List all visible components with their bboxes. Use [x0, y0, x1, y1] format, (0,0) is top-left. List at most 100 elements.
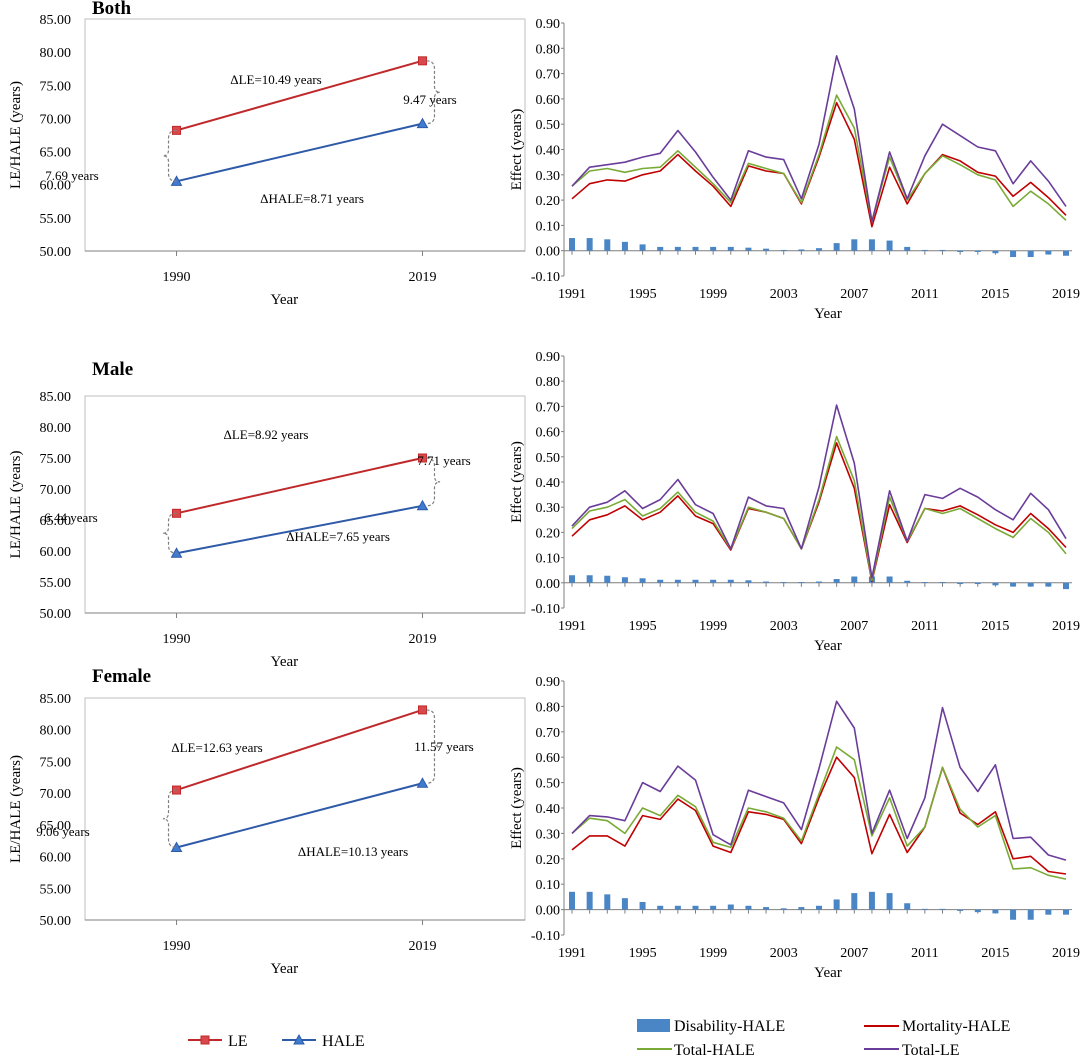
hale-marker — [416, 117, 429, 129]
hale-marker — [416, 777, 429, 788]
x-tick-label: 2019 — [1052, 287, 1080, 302]
disability-bar — [674, 579, 681, 583]
y-tick-label: 0.50 — [536, 118, 561, 133]
disability-bar — [745, 580, 752, 583]
y-tick-label: 0.80 — [536, 42, 561, 57]
disability-bar — [833, 899, 840, 910]
disability-bar — [904, 246, 911, 251]
y-tick-label: 70.00 — [40, 112, 72, 127]
le-marker — [417, 56, 427, 66]
le-legend-marker — [200, 1035, 210, 1045]
y-tick-label: 0.30 — [536, 169, 561, 184]
y-tick-label: 0.20 — [536, 526, 561, 541]
chart-title: Female — [92, 666, 151, 687]
disability-bar — [1045, 582, 1052, 587]
disability-bar — [957, 582, 964, 585]
disability-bar — [921, 908, 928, 910]
x-tick-label: 2003 — [770, 287, 798, 302]
disability-bar — [886, 240, 893, 251]
total-le-line — [571, 700, 1067, 861]
y-tick-label: 0.30 — [536, 501, 561, 516]
disability-bar — [604, 894, 611, 910]
x-tick-label: 1999 — [699, 287, 727, 302]
x-tick-label: 2011 — [911, 619, 938, 634]
y-tick-label: 0.40 — [536, 802, 561, 817]
disability-bar — [780, 908, 787, 910]
disability-bar — [851, 893, 858, 910]
x-tick-label: 2019 — [408, 270, 436, 285]
y-axis-label: Effect (years) — [509, 441, 525, 523]
x-tick-label: 1991 — [558, 619, 586, 634]
disability-bar — [868, 891, 875, 910]
disability-bar — [745, 905, 752, 910]
y-tick-label: 50.00 — [40, 607, 72, 622]
disability-bar — [586, 891, 593, 910]
disability-bar — [851, 239, 858, 251]
disability-bar — [692, 905, 699, 910]
y-tick-label: 80.00 — [40, 724, 72, 739]
disability-bar — [1063, 582, 1069, 590]
y-tick-label: 0.00 — [536, 577, 561, 592]
disability-bar — [710, 905, 717, 910]
hale-line — [176, 122, 423, 183]
disability-bar — [798, 249, 805, 251]
hale-marker — [416, 499, 429, 511]
disability-bar — [763, 581, 770, 583]
y-tick-label: 0.10 — [536, 878, 561, 893]
delta-le-label: ΔLE=10.49 years — [230, 72, 322, 87]
y-tick-label: 50.00 — [40, 245, 72, 260]
disability-bar — [639, 578, 646, 583]
disability-legend-label: Disability-HALE — [674, 1018, 785, 1035]
disability-bar — [710, 579, 717, 583]
y-tick-label: 0.90 — [536, 17, 561, 32]
x-axis-label: Year — [814, 306, 842, 322]
y-tick-label: 0.60 — [536, 751, 561, 766]
y-tick-label: 85.00 — [40, 390, 72, 405]
y-tick-label: 80.00 — [40, 46, 72, 61]
disability-bar — [692, 579, 699, 583]
disability-bar — [939, 249, 946, 251]
mortality-hale-line — [571, 442, 1067, 583]
y-tick-label: 0.60 — [536, 93, 561, 108]
hale-legend-label: HALE — [322, 1033, 365, 1050]
y-axis-label: LE/HALE (years) — [8, 81, 24, 189]
x-tick-label: 1990 — [163, 632, 191, 647]
x-tick-label: 2003 — [770, 619, 798, 634]
disability-bar — [1063, 909, 1069, 915]
y-axis-label: LE/HALE (years) — [8, 755, 24, 863]
disability-bar — [763, 248, 770, 251]
y-tick-label: 60.00 — [40, 179, 72, 194]
x-tick-label: 2011 — [911, 946, 938, 961]
y-tick-label: 0.50 — [536, 451, 561, 466]
y-tick-label: 0.30 — [536, 827, 561, 842]
y-tick-label: 0.90 — [536, 675, 561, 690]
y-tick-label: 0.60 — [536, 426, 561, 441]
y-axis-label: Effect (years) — [509, 109, 525, 191]
le-line — [176, 59, 423, 132]
y-tick-label: 0.20 — [536, 853, 561, 868]
gap-2019-label: 9.47 years — [403, 92, 456, 107]
gap-brace-1990 — [162, 512, 177, 554]
x-tick-label: 2011 — [911, 287, 938, 302]
disability-bar — [816, 248, 822, 251]
lehale-chart-1: Both 50.00 55.00 60.00 65.00 70.00 75.00 80.00 8… — [8, 0, 526, 308]
y-tick-label: 55.00 — [40, 212, 72, 227]
x-tick-label: 1995 — [629, 287, 657, 302]
disability-bar — [621, 577, 628, 583]
disability-bar — [727, 246, 734, 251]
x-tick-label: 1991 — [558, 287, 586, 302]
total-le-legend-label: Total-LE — [902, 1042, 960, 1059]
y-tick-label: 0.50 — [536, 777, 561, 792]
gap-brace-1990 — [162, 129, 177, 182]
mortality-hale-line — [571, 756, 1067, 875]
disability-bar — [957, 909, 964, 911]
y-tick-label: -0.10 — [531, 602, 560, 617]
lehale-chart-2: Male 50.00 55.00 60.00 65.00 70.00 75.00 80.00 8… — [8, 359, 526, 670]
x-tick-label: 1990 — [163, 270, 191, 285]
disability-bar — [992, 909, 999, 914]
effect-chart-1: -0.10 0.00 0.10 0.20 0.30 0.40 0.50 0.60 0.70 0.8… — [509, 17, 1080, 322]
hale-line — [176, 504, 423, 555]
lehale-chart-3: Female 50.00 55.00 60.00 65.00 70.00 75.00 80.0… — [8, 666, 526, 977]
x-axis-label: Year — [814, 965, 842, 981]
disability-bar — [833, 243, 840, 251]
